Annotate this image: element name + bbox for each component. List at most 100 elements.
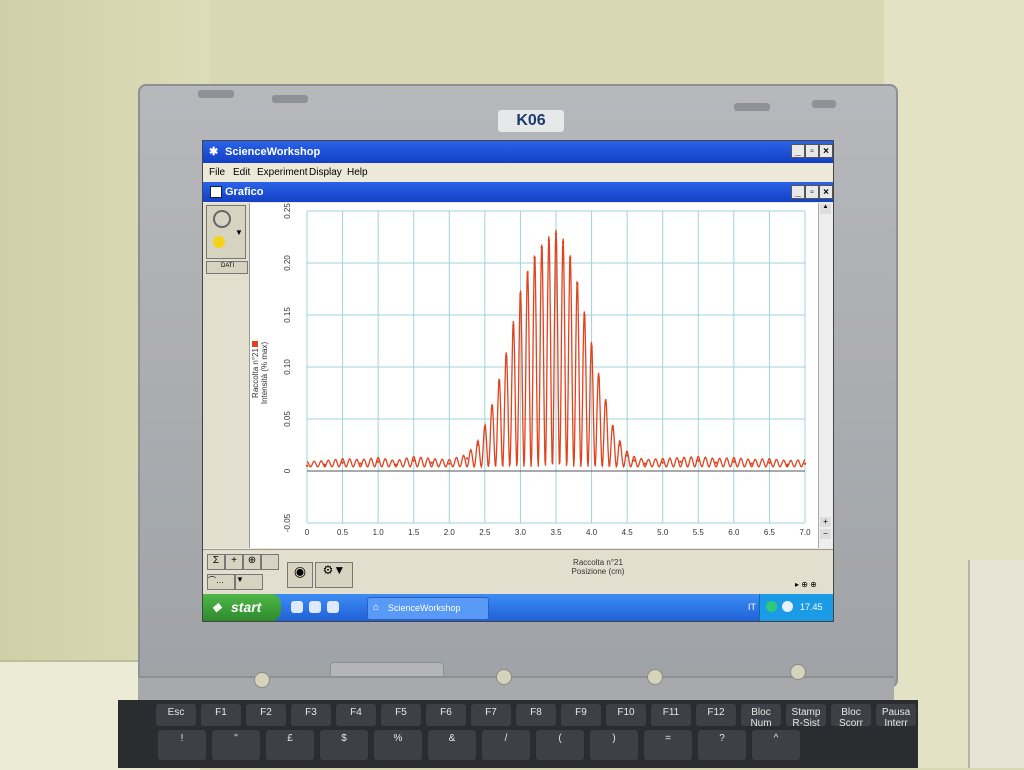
key: Esc <box>156 704 196 726</box>
media-icon[interactable] <box>327 601 339 613</box>
menu-edit[interactable]: Edit <box>233 167 251 178</box>
data-point <box>697 459 700 462</box>
key: F10 <box>606 704 646 726</box>
taskbar: ❖ start ⌂ ScienceWorkshop IT 17.45 <box>203 594 833 621</box>
data-point <box>618 443 622 447</box>
key: F11 <box>651 704 691 726</box>
data-point <box>476 443 479 447</box>
key: / <box>482 730 530 760</box>
app-titlebar: ✱ ScienceWorkshop _ ▫ × <box>203 141 833 163</box>
data-point <box>341 461 344 464</box>
graph-window-title: Grafico <box>225 186 264 198</box>
data-point <box>497 381 501 384</box>
key: F12 <box>696 704 736 726</box>
data-point <box>611 428 615 431</box>
data-button[interactable]: DATI <box>206 261 248 274</box>
minimize-button[interactable]: _ <box>791 144 805 158</box>
key: & <box>428 730 476 760</box>
keyboard: Esc F1 F2 F3 F4 F5 F6 F7 F8 F9 F10 F11 F12 Bloc Num St… <box>118 700 918 768</box>
key: Stamp R-Sist <box>786 704 826 729</box>
table-icon[interactable] <box>261 554 279 570</box>
key: Bloc Scorr <box>831 704 871 729</box>
y-axis-label: Raccolta n°21 <box>251 348 260 398</box>
zoom-in-icon[interactable]: + <box>820 517 831 527</box>
x-tick-label: 4.0 <box>586 528 598 537</box>
key: = <box>644 730 692 760</box>
key: F8 <box>516 704 556 726</box>
app-icon: ✱ <box>209 146 219 158</box>
data-point <box>633 459 636 462</box>
data-point <box>679 460 682 463</box>
input-selector[interactable]: ▼ <box>206 205 246 259</box>
data-point <box>376 460 380 463</box>
network-icon[interactable] <box>766 601 777 612</box>
data-point <box>750 462 753 465</box>
tray-app-icon[interactable] <box>782 601 793 612</box>
ie-icon[interactable] <box>309 601 321 613</box>
screw <box>496 669 512 685</box>
data-point <box>768 461 771 464</box>
language-indicator[interactable]: IT <box>748 602 756 612</box>
record-icon[interactable]: ◉ <box>287 562 313 588</box>
taskbar-app-button[interactable]: ⌂ ScienceWorkshop <box>367 597 489 620</box>
graph-close-button[interactable]: × <box>819 185 833 199</box>
data-point <box>305 464 309 467</box>
screw <box>254 672 270 688</box>
screw <box>647 669 663 685</box>
desktop-icon[interactable] <box>291 601 303 613</box>
graph-window-titlebar: Grafico _ ▫ × <box>203 182 833 202</box>
zoom-out-icon[interactable]: − <box>820 529 831 539</box>
data-button-label: DATI <box>221 263 235 269</box>
clock: 17.45 <box>800 602 823 612</box>
key: £ <box>266 730 314 760</box>
lid-latch-right <box>812 100 836 108</box>
menu-help[interactable]: Help <box>347 167 368 178</box>
close-button[interactable]: × <box>819 144 833 158</box>
scroll-right-icon[interactable]: ▸ ⊕ ⊕ <box>795 580 817 589</box>
x-axis-selector[interactable]: ⚙▼ <box>315 562 353 588</box>
data-point <box>490 407 494 410</box>
graph-minimize-button[interactable]: _ <box>791 185 805 199</box>
smart-cursor-icon[interactable]: + <box>225 554 243 570</box>
key: Pausa Interr <box>876 704 916 729</box>
y-tick-label: 0.20 <box>283 255 292 271</box>
curve-fit-icon[interactable]: ▼ <box>235 574 263 590</box>
windows-flag-icon: ❖ <box>211 601 222 615</box>
data-point <box>448 462 451 465</box>
key: ( <box>536 730 584 760</box>
x-tick-label: 5.5 <box>693 528 705 537</box>
graph-restore-button[interactable]: ▫ <box>805 185 819 199</box>
graph-bottom-panel: Σ + ⊕ ⌒… ▼ ◉ ⚙▼ Raccolta n°21 Posizione … <box>203 549 833 595</box>
data-point <box>512 324 515 327</box>
x-tick-label: 0.5 <box>337 528 349 537</box>
x-tick-label: 1.0 <box>373 528 385 537</box>
key: F4 <box>336 704 376 726</box>
data-point <box>394 463 398 466</box>
vertical-scrollbar[interactable]: ▲ + − <box>818 203 833 548</box>
menu-experiment[interactable]: Experiment <box>257 167 308 178</box>
scroll-up-icon[interactable]: ▲ <box>820 204 831 214</box>
statistics-icon[interactable]: Σ <box>207 554 225 570</box>
menu-display[interactable]: Display <box>309 167 342 178</box>
y-tick-label: 0.05 <box>283 411 292 427</box>
data-point <box>604 402 607 405</box>
data-point <box>412 459 415 462</box>
series-legend-swatch <box>252 341 258 347</box>
key: ^ <box>752 730 800 760</box>
graph-area: 0 0.5 1.0 1.5 2.0 2.5 3.0 3.5 4.0 4.5 5.0 5.5 6.0 6.5… <box>250 203 818 548</box>
menu-file[interactable]: File <box>209 167 226 178</box>
data-point <box>526 272 529 275</box>
background-box <box>968 560 1024 768</box>
graph-settings-icon[interactable]: ⌒… <box>207 574 235 590</box>
key: % <box>374 730 422 760</box>
app-taskbar-icon: ⌂ <box>373 602 380 613</box>
start-button[interactable]: ❖ start <box>203 594 281 621</box>
key: F5 <box>381 704 421 726</box>
magnifier-icon[interactable]: ⊕ <box>243 554 261 570</box>
x-tick-label: 5.0 <box>657 528 669 537</box>
y-axis-label: Intensità (% max) <box>260 342 269 405</box>
data-point <box>547 238 551 242</box>
restore-button[interactable]: ▫ <box>805 144 819 158</box>
chevron-down-icon[interactable]: ▼ <box>235 228 243 237</box>
app-title: ScienceWorkshop <box>225 146 321 158</box>
